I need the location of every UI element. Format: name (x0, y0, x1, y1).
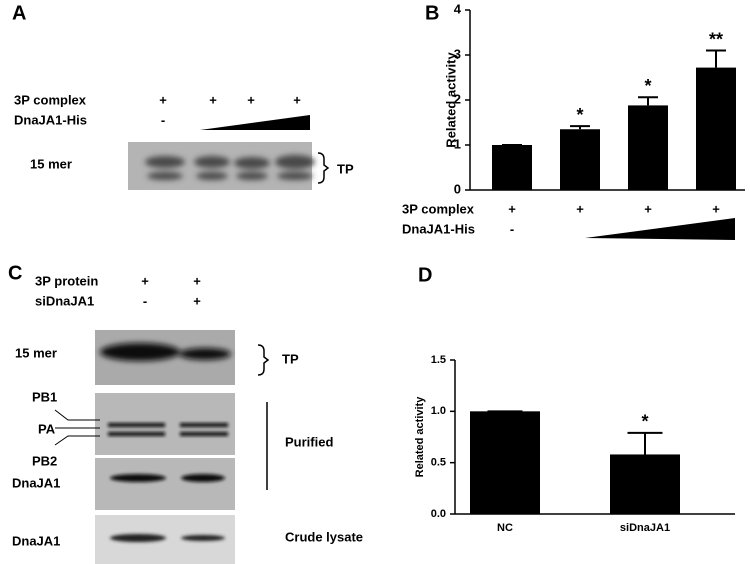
sign: + (712, 201, 720, 216)
y-axis-label: Related activity (414, 396, 426, 478)
error-bar (570, 125, 590, 130)
significance: ** (709, 29, 723, 49)
bar (610, 454, 680, 514)
sign: - (161, 112, 165, 127)
group-label: Purified (285, 434, 333, 449)
band-label: DnaJA1 (12, 533, 60, 548)
sign: + (193, 273, 201, 288)
bar (696, 67, 736, 190)
bar (560, 129, 600, 190)
significance: * (576, 105, 583, 125)
sign: + (209, 92, 217, 107)
row-label: 3P complex (14, 92, 87, 107)
row-label: 3P protein (35, 273, 98, 288)
sign: + (159, 92, 167, 107)
row-label: DnaJA1-His (402, 221, 475, 236)
band-label: PA (38, 421, 56, 436)
bracket-label: TP (282, 351, 299, 366)
y-axis-label: Related activity (443, 52, 458, 148)
sign: + (193, 293, 201, 308)
y-tick-label: 3 (454, 46, 461, 61)
sign: + (141, 273, 149, 288)
bar (492, 145, 532, 190)
y-tick-label: 1.0 (431, 405, 446, 417)
panel-letter: C (8, 262, 22, 284)
sign: + (247, 92, 255, 107)
significance: * (641, 412, 648, 432)
y-tick-label: 4 (454, 1, 462, 16)
y-tick-label: 1.5 (431, 354, 446, 366)
sign: + (644, 201, 652, 216)
y-tick-label: 1 (454, 136, 461, 151)
blot-c: 15 mer TP PB1 PA PB2 DnaJA1 Purified Dna… (12, 330, 363, 564)
bracket-label: TP (337, 161, 354, 176)
sign: - (510, 221, 514, 236)
band-label: PB1 (32, 389, 57, 404)
row-label: siDnaJA1 (35, 293, 94, 308)
band-label: DnaJA1 (12, 475, 60, 490)
band-label: PB2 (32, 453, 57, 468)
row-label: 3P complex (402, 201, 475, 216)
wedge (585, 218, 735, 240)
wedge (200, 115, 310, 130)
x-tick-label: NC (497, 522, 513, 534)
bar (628, 105, 668, 190)
panel-letter: D (418, 264, 432, 286)
panel-letter: A (12, 2, 26, 24)
group-label: Crude lysate (285, 529, 363, 544)
y-tick-label: 0.0 (431, 508, 446, 520)
bar (470, 411, 540, 514)
y-tick-label: 0.5 (431, 457, 446, 469)
error-bar (638, 96, 658, 106)
sign: + (293, 92, 301, 107)
row-label: DnaJA1-His (14, 112, 87, 127)
band-label: 15 mer (15, 345, 57, 360)
sign: - (143, 293, 147, 308)
x-tick-label: siDnaJA1 (620, 522, 670, 534)
sign: + (508, 201, 516, 216)
error-bar (627, 431, 663, 455)
blot (95, 458, 235, 510)
significance: * (644, 76, 651, 96)
blot-a: 15 mer TP (30, 115, 354, 190)
y-tick-label: 2 (454, 91, 461, 106)
y-tick-label: 0 (454, 181, 461, 196)
panel-letter: B (425, 2, 439, 24)
sign: + (576, 201, 584, 216)
band-label: 15 mer (30, 156, 72, 171)
error-bar (706, 49, 726, 68)
